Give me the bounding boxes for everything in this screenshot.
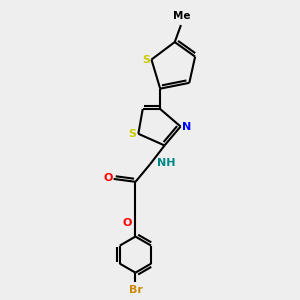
Text: NH: NH — [157, 158, 176, 168]
Text: O: O — [103, 173, 112, 183]
Text: O: O — [123, 218, 132, 228]
Text: Me: Me — [173, 11, 191, 21]
Text: N: N — [182, 122, 191, 131]
Text: S: S — [142, 55, 150, 64]
Text: Br: Br — [128, 286, 142, 296]
Text: S: S — [128, 129, 136, 139]
